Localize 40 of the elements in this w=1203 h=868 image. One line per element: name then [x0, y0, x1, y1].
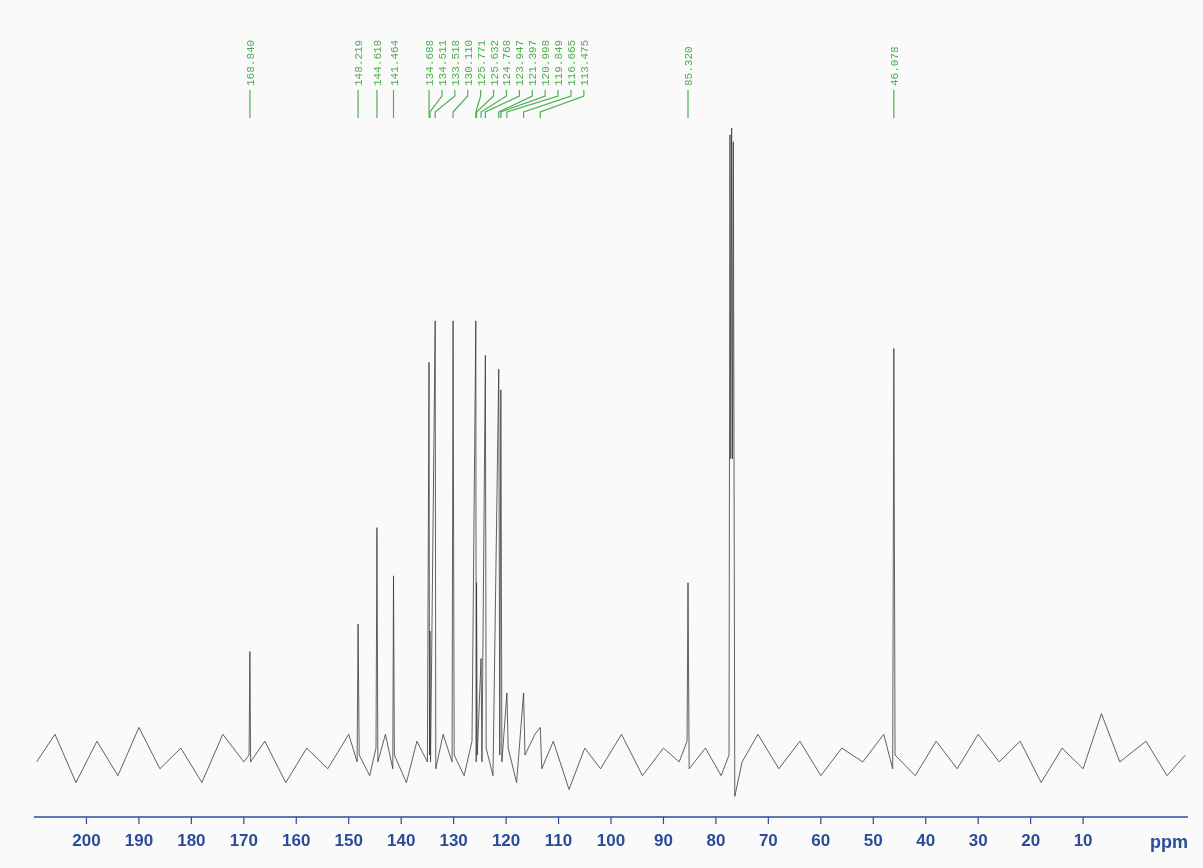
- annotation: 121.397: [527, 39, 540, 86]
- x-tick-label: 10: [1073, 831, 1093, 850]
- annotation: 130.110: [462, 39, 475, 86]
- x-tick-label: 170: [229, 831, 259, 850]
- annotation: 125.632: [488, 39, 501, 86]
- annotation: 148.219: [353, 39, 366, 86]
- annotation: 133.518: [449, 39, 462, 86]
- x-tick-label: 190: [124, 831, 154, 850]
- x-tick-label: 90: [653, 831, 673, 850]
- annotation: 113.475: [578, 39, 591, 86]
- x-tick-label: 40: [916, 831, 936, 850]
- annotation: 46.078: [888, 46, 901, 86]
- x-axis-title: ppm: [1150, 832, 1188, 852]
- annotation: 141.464: [388, 39, 401, 86]
- annotation: 144.618: [371, 39, 384, 86]
- annotation: 168.840: [244, 39, 257, 86]
- annotation: 125.771: [475, 39, 488, 86]
- x-tick-label: 110: [544, 831, 573, 850]
- x-tick-label: 50: [863, 831, 883, 850]
- x-tick-label: 140: [386, 831, 416, 850]
- x-tick-label: 70: [758, 831, 778, 850]
- annotation: 119.849: [553, 39, 566, 86]
- x-tick-label: 130: [439, 831, 468, 850]
- annotation: 124.768: [501, 39, 514, 86]
- x-tick-label: 30: [968, 831, 988, 850]
- x-tick-label: 120: [491, 831, 521, 850]
- x-tick-label: 80: [706, 831, 726, 850]
- x-tick-label: 180: [177, 831, 206, 850]
- x-tick-label: 200: [72, 831, 101, 850]
- annotation: 85.320: [683, 46, 695, 86]
- x-tick-label: 160: [282, 831, 311, 850]
- x-tick-label: 60: [811, 831, 831, 850]
- annotation: 116.665: [565, 39, 578, 86]
- annotation: 123.947: [514, 39, 527, 86]
- x-tick-label: 100: [596, 831, 626, 850]
- x-tick-label: 20: [1021, 831, 1041, 850]
- annotation: 120.998: [540, 39, 553, 86]
- annotation: 134.511: [436, 39, 449, 86]
- x-tick-label: 150: [334, 831, 363, 850]
- annotation: 134.688: [424, 39, 437, 86]
